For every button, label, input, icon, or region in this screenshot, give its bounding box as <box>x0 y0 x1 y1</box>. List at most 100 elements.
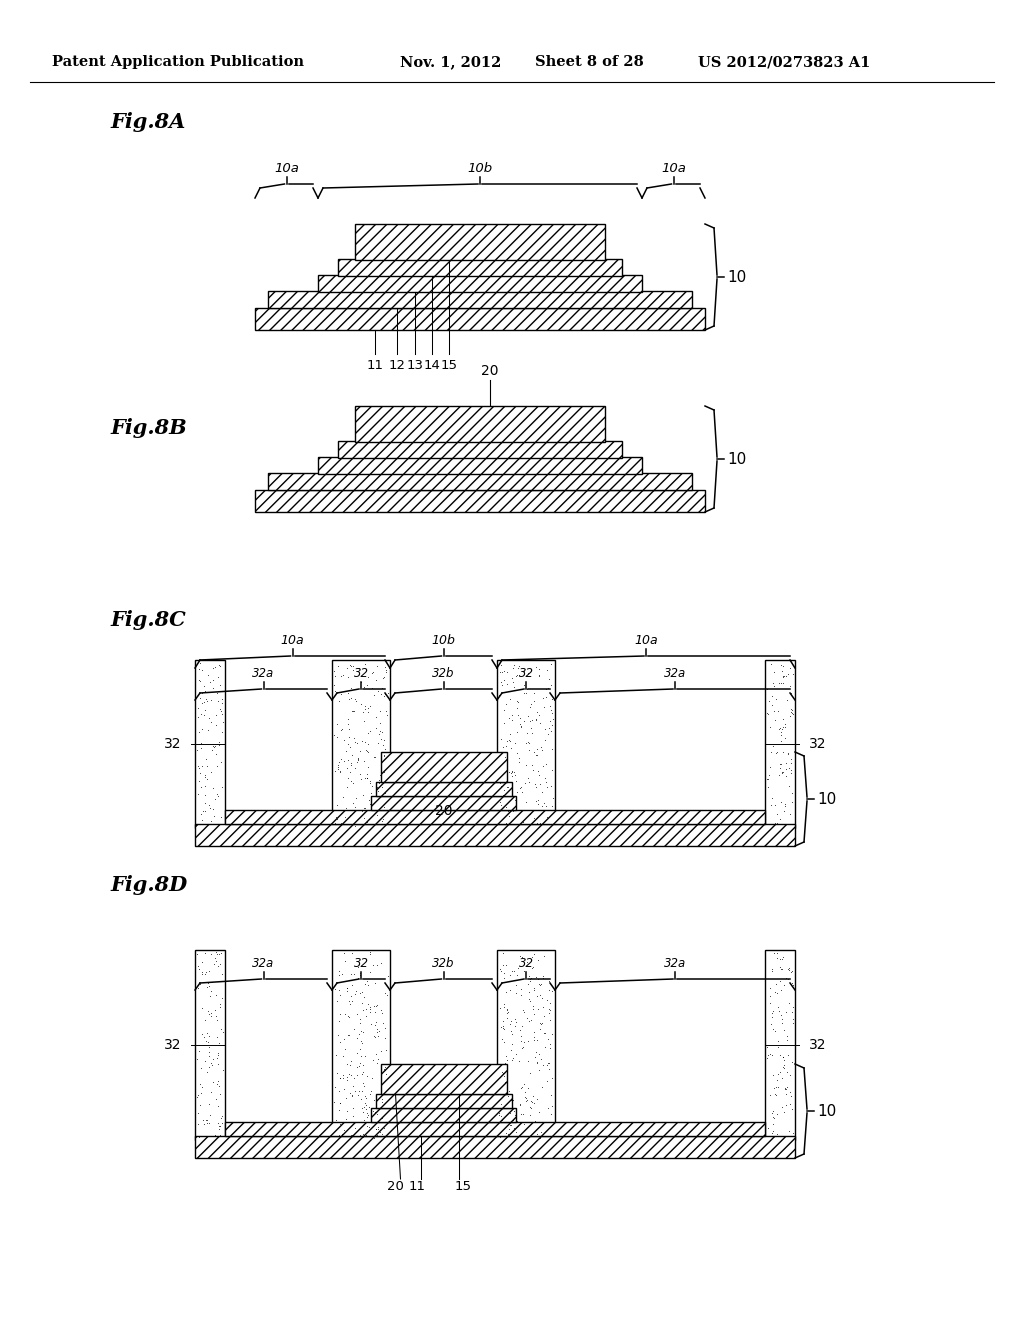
Point <box>508 1011 524 1032</box>
Point <box>367 1001 383 1022</box>
Point <box>544 1096 560 1117</box>
Point <box>516 1073 532 1094</box>
Point <box>367 747 383 768</box>
Point <box>516 1031 532 1052</box>
Point <box>380 682 396 704</box>
Point <box>531 764 548 785</box>
Point <box>536 966 552 987</box>
Point <box>492 661 508 682</box>
Point <box>509 692 525 713</box>
Point <box>355 1110 372 1131</box>
Point <box>497 1052 513 1073</box>
Point <box>774 1012 791 1034</box>
Point <box>346 731 362 752</box>
Point <box>523 1092 540 1113</box>
Point <box>190 1040 207 1061</box>
Point <box>780 1044 797 1065</box>
Point <box>515 1036 531 1057</box>
Point <box>197 692 213 713</box>
Point <box>194 961 210 982</box>
Point <box>353 768 370 789</box>
Point <box>344 974 360 995</box>
Point <box>776 1055 793 1076</box>
Point <box>525 742 542 763</box>
Point <box>764 694 780 715</box>
Point <box>782 706 799 727</box>
Point <box>544 796 560 817</box>
Point <box>515 960 531 981</box>
Point <box>344 990 360 1011</box>
Point <box>212 1125 228 1146</box>
Point <box>779 743 796 764</box>
Bar <box>371 796 516 810</box>
Point <box>763 795 779 816</box>
Point <box>497 713 513 734</box>
Point <box>525 1003 542 1024</box>
Point <box>503 1010 519 1031</box>
Point <box>201 795 217 816</box>
Text: 10: 10 <box>817 792 837 807</box>
Point <box>500 673 516 694</box>
Point <box>208 1006 224 1027</box>
Point <box>350 1085 367 1106</box>
Point <box>190 771 207 792</box>
Point <box>762 985 778 1006</box>
Point <box>530 705 547 726</box>
Point <box>357 973 374 994</box>
Point <box>778 665 795 686</box>
Point <box>355 1097 372 1118</box>
Point <box>377 1063 393 1084</box>
Point <box>366 813 382 834</box>
Point <box>499 693 515 714</box>
Point <box>357 1093 374 1114</box>
Point <box>203 1081 219 1102</box>
Point <box>213 987 229 1008</box>
Point <box>345 700 361 721</box>
Point <box>511 1051 527 1072</box>
Bar <box>376 1094 512 1107</box>
Point <box>526 978 543 999</box>
Point <box>355 701 372 722</box>
Point <box>534 739 550 760</box>
Point <box>497 1071 513 1092</box>
Point <box>358 1006 375 1027</box>
Point <box>784 961 801 982</box>
Point <box>379 705 395 726</box>
Point <box>345 656 361 677</box>
Point <box>190 758 207 779</box>
Point <box>783 734 800 755</box>
Point <box>765 676 781 697</box>
Point <box>773 672 790 693</box>
Point <box>523 693 540 714</box>
Point <box>774 709 791 730</box>
Point <box>193 776 209 797</box>
Point <box>518 791 535 812</box>
Point <box>522 1063 539 1084</box>
Point <box>214 776 230 797</box>
Point <box>527 966 544 987</box>
Point <box>210 731 226 752</box>
Point <box>782 1094 799 1115</box>
Point <box>784 1012 801 1034</box>
Point <box>505 1090 521 1111</box>
Point <box>513 1031 529 1052</box>
Point <box>359 970 376 991</box>
Point <box>202 671 218 692</box>
Point <box>369 1020 385 1041</box>
Point <box>514 946 530 968</box>
Bar <box>268 473 692 490</box>
Point <box>346 964 362 985</box>
Point <box>763 653 779 675</box>
Point <box>509 964 525 985</box>
Point <box>537 1023 553 1044</box>
Point <box>537 767 553 788</box>
Bar <box>225 1122 765 1137</box>
Point <box>208 1047 224 1068</box>
Point <box>528 1030 545 1051</box>
Point <box>343 1086 359 1107</box>
Point <box>524 710 541 731</box>
Point <box>376 746 392 767</box>
Point <box>207 656 223 677</box>
Point <box>375 813 391 834</box>
Point <box>782 762 799 783</box>
